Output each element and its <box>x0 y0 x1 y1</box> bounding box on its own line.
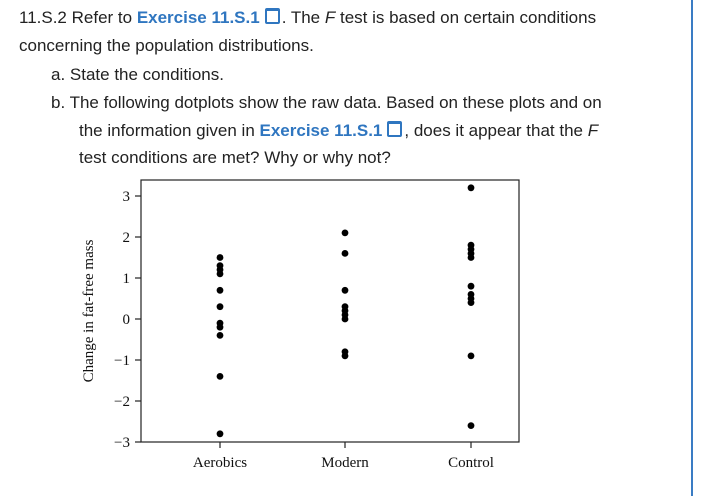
external-link-icon[interactable] <box>387 120 403 137</box>
x-tick-label-control: Control <box>448 455 494 471</box>
dotplot-chart: 3 2 1 0 −1 −2 −3 Change in fat-free mass Aerobic… <box>81 179 520 471</box>
y-tick-label: 3 <box>123 189 131 205</box>
data-point-aerobics <box>216 323 224 331</box>
external-link-icon[interactable] <box>264 8 280 24</box>
intro-text: Refer to <box>66 8 137 27</box>
x-tick-label-modern: Modern <box>321 455 369 471</box>
y-tick-label: −3 <box>114 435 130 451</box>
part-a: a. State the conditions. <box>51 65 224 84</box>
data-point-aerobics <box>216 430 224 438</box>
part-b-line2: the information given in Exercise 11.S.1… <box>51 117 602 145</box>
exercise-11s1-link-2[interactable]: Exercise 11.S.1 <box>259 120 383 140</box>
part-b-text: the information given in <box>79 120 260 140</box>
data-point-control <box>467 254 475 261</box>
part-b-text-mid: , does it appear that the <box>404 120 588 140</box>
plot-frame <box>140 179 520 443</box>
f-letter: F <box>587 120 599 140</box>
intro-text-mid: . The <box>281 8 325 27</box>
data-point-modern <box>341 286 349 294</box>
y-tick-label: −2 <box>114 394 130 410</box>
y-tick-label: −1 <box>114 353 130 369</box>
y-tick-label: 2 <box>123 230 131 246</box>
data-point-control <box>467 299 475 306</box>
part-b: b. The following dotplots show the raw d… <box>51 89 602 172</box>
data-point-aerobics <box>216 270 224 278</box>
intro-text-post: test is based on certain conditions <box>335 8 597 27</box>
data-point-modern <box>341 250 349 257</box>
data-point-aerobics <box>216 303 224 311</box>
y-tick-label: 0 <box>123 312 131 328</box>
y-axis-label: Change in fat-free mass <box>81 239 97 382</box>
exercise-statement: 11.S.2 Refer to Exercise 11.S.1 . The F t… <box>19 4 596 59</box>
right-border-rule <box>691 0 693 496</box>
intro-text-line2: concerning the population distributions. <box>19 35 314 55</box>
y-tick-label: 1 <box>123 271 131 287</box>
data-point-modern <box>341 229 349 237</box>
data-point-modern <box>341 352 349 360</box>
data-point-control <box>467 352 475 360</box>
data-point-modern <box>341 315 349 323</box>
data-point-control <box>467 184 475 192</box>
data-point-aerobics <box>216 286 224 294</box>
data-point-aerobics <box>216 254 224 261</box>
exercise-11s1-link[interactable]: Exercise 11.S.1 <box>136 8 260 27</box>
part-b-line1: b. The following dotplots show the raw d… <box>51 93 602 112</box>
data-point-control <box>467 282 475 290</box>
f-letter: F <box>324 8 336 27</box>
data-point-aerobics <box>216 332 224 339</box>
part-b-line3: test conditions are met? Why or why not? <box>79 148 391 167</box>
data-point-control <box>467 422 475 429</box>
data-point-aerobics <box>216 373 224 380</box>
x-tick-label-aerobics: Aerobics <box>193 455 247 471</box>
exercise-number: 11.S.2 <box>19 8 67 27</box>
